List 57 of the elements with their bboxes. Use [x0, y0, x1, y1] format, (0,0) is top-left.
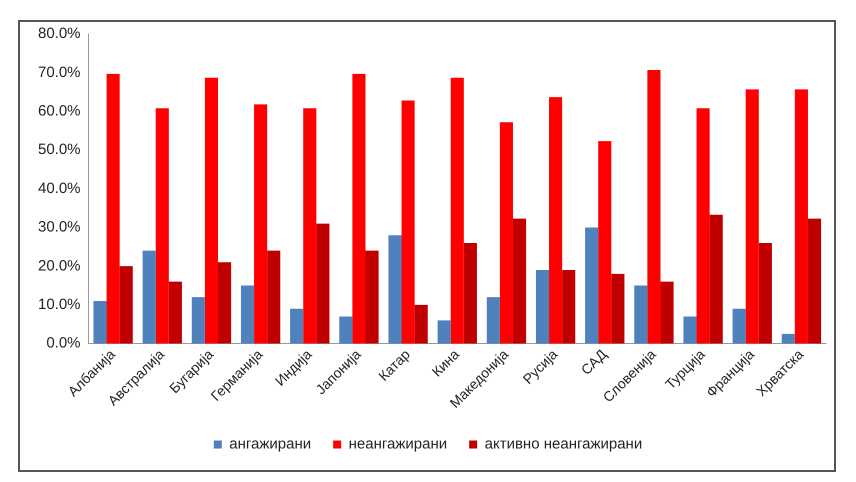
bar: [438, 320, 451, 344]
bar: [93, 300, 107, 344]
legend-label: активно неангажирани: [484, 436, 642, 453]
bar: [156, 108, 169, 344]
bar: [142, 250, 156, 344]
bar: [634, 286, 648, 344]
bar: [660, 282, 674, 344]
y-tick-label: 10.0%: [38, 296, 81, 313]
bar: [106, 74, 120, 344]
bar: [647, 70, 660, 344]
bar: [339, 316, 352, 344]
bar: [746, 89, 759, 344]
bar: [486, 297, 500, 344]
bar: [120, 266, 133, 344]
bar: [352, 74, 366, 344]
y-tick-label: 40.0%: [38, 180, 81, 197]
bar: [192, 297, 205, 344]
legend-label: неангажирани: [348, 436, 448, 453]
bar: [414, 304, 428, 344]
bar: [240, 286, 254, 344]
bar: [450, 78, 464, 344]
bar: [388, 235, 402, 344]
bar: [710, 214, 723, 344]
bar: [683, 316, 697, 344]
bar: [794, 89, 808, 344]
bar: [611, 274, 624, 344]
bar: [562, 270, 576, 344]
bar: [500, 122, 513, 344]
bar: [732, 308, 746, 344]
bar: [204, 78, 218, 344]
y-tick-label: 60.0%: [38, 102, 81, 120]
bar: [365, 250, 379, 344]
bar: [290, 308, 304, 344]
y-tick-label: 20.0%: [38, 257, 81, 274]
bar: [316, 224, 330, 344]
bar: [782, 334, 795, 344]
bar: [536, 270, 550, 344]
bar: [808, 218, 822, 344]
y-tick-label: 50.0%: [38, 141, 81, 158]
bar: [218, 262, 232, 344]
bar: [254, 104, 268, 344]
bar: [696, 108, 710, 344]
y-tick-label: 80.0%: [38, 25, 81, 42]
bar: [267, 250, 280, 344]
bar: [464, 242, 477, 344]
y-tick-label: 0.0%: [46, 334, 81, 352]
bar: [585, 227, 598, 344]
bar: [549, 97, 562, 344]
bar: [303, 108, 316, 344]
y-tick-label: 30.0%: [38, 218, 81, 236]
bar: [598, 141, 612, 344]
bar: [758, 242, 772, 344]
legend-label: ангажирани: [229, 436, 312, 453]
bar: [168, 282, 182, 344]
bar: [402, 100, 415, 344]
bar: [512, 218, 526, 344]
y-tick-label: 70.0%: [38, 64, 81, 81]
